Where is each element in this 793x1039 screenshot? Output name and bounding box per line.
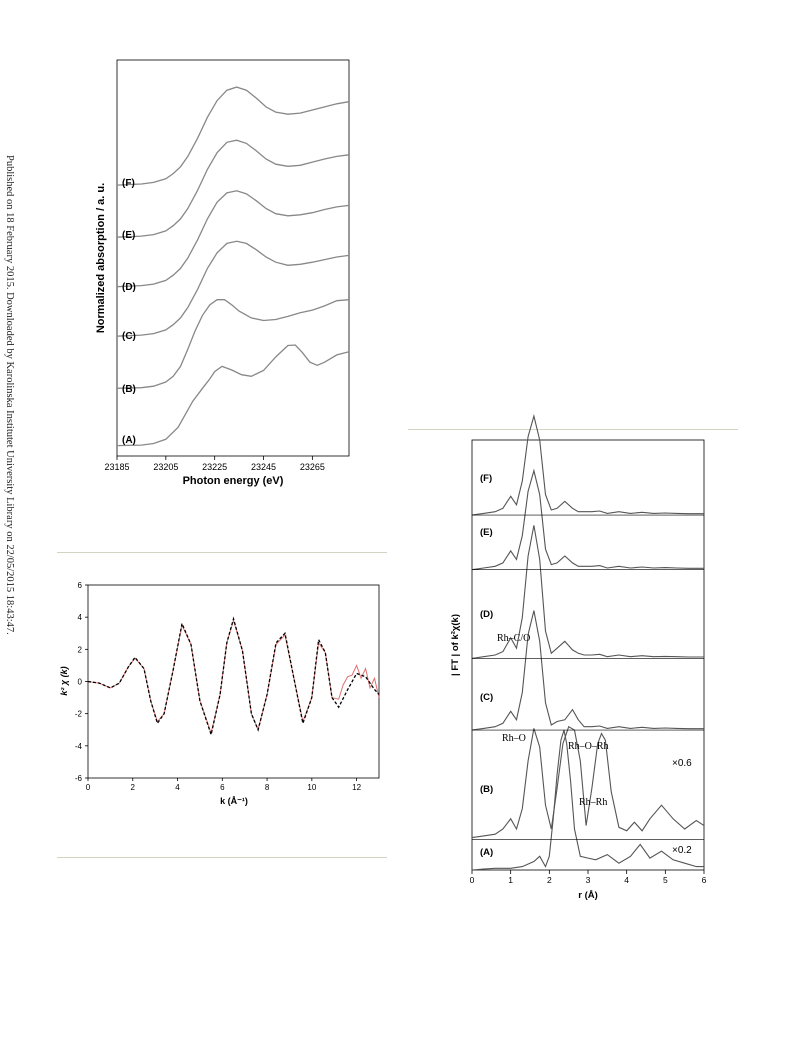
divider-rule (408, 429, 738, 430)
x-tick-label: 5 (663, 875, 668, 885)
ft-series-line-1 (471, 725, 705, 839)
y-tick-label: -2 (75, 710, 83, 719)
annotation-rh-o-rh: Rh–O–Rh (568, 741, 609, 752)
ft-series-label: (E) (480, 527, 493, 538)
x-tick-label: 2 (547, 875, 552, 885)
x-tick-label: 23265 (300, 462, 325, 472)
y-tick-label: 0 (78, 678, 83, 687)
x-tick-label: 23245 (251, 462, 276, 472)
x-tick-label: 8 (265, 783, 270, 792)
x-tick-label: 1 (508, 875, 513, 885)
ft-series-label: (C) (480, 692, 493, 703)
y-tick-label: 2 (78, 645, 83, 654)
plot-frame (116, 59, 350, 457)
ft-series-label: (A) (480, 847, 493, 858)
y-axis-label: Normalized absorption / a. u. (95, 183, 107, 333)
y-axis-label: k² χ (k) (59, 666, 69, 695)
y-tick-label: -4 (75, 742, 83, 751)
ft-series-label: (F) (480, 473, 492, 484)
x-tick-label: 2 (131, 783, 136, 792)
xanes-series-label: (A) (122, 435, 136, 446)
xanes-series-line-1 (116, 299, 350, 389)
ft-series-label: (B) (480, 784, 493, 795)
x-tick-label: 3 (586, 875, 591, 885)
ft-series-line-0 (471, 729, 704, 871)
x-axis-label: Photon energy (eV) (183, 475, 284, 487)
y-tick-label: 4 (78, 613, 83, 622)
annotation-rh-rh: Rh–Rh (579, 797, 607, 808)
x-tick-label: 4 (624, 875, 629, 885)
scale-factor-label: ×0.6 (672, 758, 692, 769)
divider-rule (57, 552, 387, 553)
x-tick-label: 4 (175, 783, 180, 792)
ft-series-line-4 (471, 468, 704, 571)
xanes-series-line-3 (116, 190, 350, 288)
divider-rule (57, 857, 387, 858)
ft-series-line-2 (471, 610, 704, 731)
xanes-series-label: (C) (122, 331, 136, 342)
xanes-series-label: (E) (122, 230, 135, 241)
ft-series-label: (D) (480, 609, 493, 620)
ft-series-line-5 (471, 413, 704, 516)
xanes-series-label: (B) (122, 384, 136, 395)
x-axis-label: r (Å) (578, 890, 598, 901)
xanes-series-line-2 (116, 240, 350, 337)
x-tick-label: 10 (307, 783, 316, 792)
xanes-series-line-0 (116, 344, 350, 447)
y-axis-label: | FT | of k²χ(k) (450, 614, 461, 676)
annotation-rh-o: Rh–O (502, 733, 526, 744)
xanes-series-label: (F) (122, 178, 135, 189)
y-tick-label: 6 (78, 581, 83, 590)
x-tick-label: 6 (220, 783, 225, 792)
xanes-series-label: (D) (122, 282, 136, 293)
x-tick-label: 0 (470, 875, 475, 885)
scale-factor-label: ×0.2 (672, 845, 692, 856)
xanes-series-line-5 (116, 86, 350, 186)
x-tick-label: 6 (702, 875, 707, 885)
ft-series-line-3 (471, 525, 704, 659)
x-tick-label: 0 (86, 783, 91, 792)
exafs-fit-line (87, 616, 380, 738)
annotation-rh-c-o: Rh–C/O (497, 633, 530, 644)
x-tick-label: 23185 (104, 462, 129, 472)
x-tick-label: 12 (352, 783, 361, 792)
xanes-series-line-4 (116, 139, 350, 238)
y-tick-label: -6 (75, 774, 83, 783)
x-axis-label: k (Å⁻¹) (220, 796, 248, 806)
x-tick-label: 23225 (202, 462, 227, 472)
x-tick-label: 23205 (153, 462, 178, 472)
